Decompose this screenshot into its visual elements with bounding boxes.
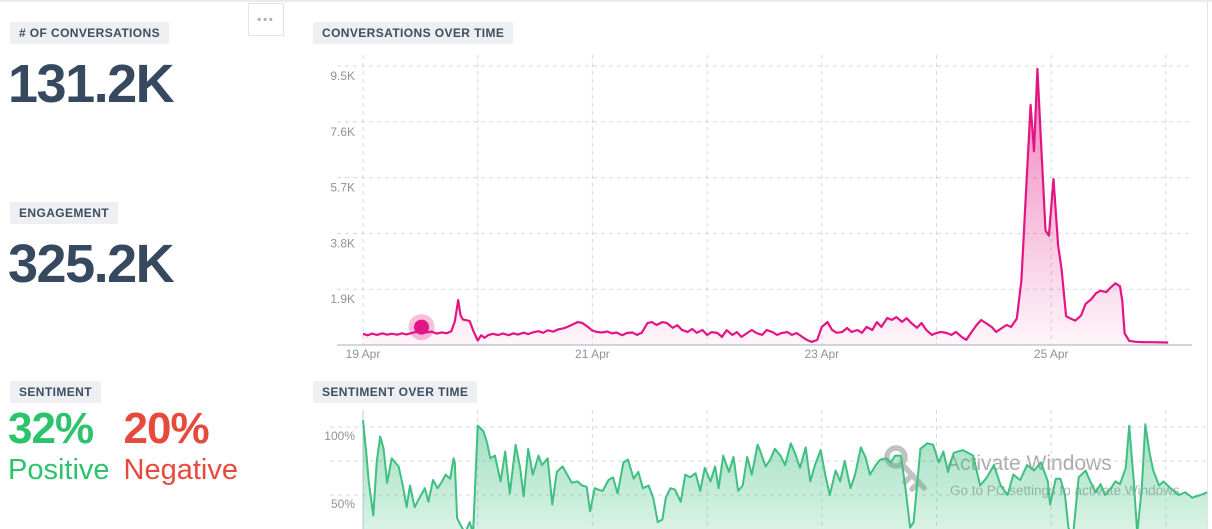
engagement-value: 325.2K — [8, 234, 175, 294]
sentiment-over-time-chart[interactable]: 50% 100% — [318, 405, 1212, 529]
y-axis-tick-label: 5.7K — [330, 181, 355, 195]
conversations-line — [362, 67, 1169, 344]
y-axis-tick-label: 9.5K — [330, 69, 355, 83]
y-axis-tick-label: 7.6K — [330, 125, 355, 139]
sentiment-negative-caption: Negative — [123, 453, 239, 486]
highlighted-point[interactable] — [413, 319, 429, 335]
conversations-count-label: # OF CONVERSATIONS — [10, 22, 169, 44]
y-axis-tick-label: 3.8K — [330, 236, 355, 250]
sentiment-negative-column: 20% Negative — [124, 405, 238, 486]
sentiment-negative-value: 20% — [123, 404, 210, 453]
sentiment-label: SENTIMENT — [10, 381, 101, 403]
engagement-label: ENGAGEMENT — [10, 202, 119, 224]
conversations-chart-title: CONVERSATIONS OVER TIME — [313, 22, 514, 44]
sentiment-chart-title: SENTIMENT OVER TIME — [313, 381, 478, 403]
y-axis-tick-label: 50% — [331, 497, 355, 511]
sentiment-line — [362, 420, 1208, 529]
x-axis-tick-label: 23 Apr — [804, 347, 839, 360]
y-axis-tick-label: 1.9K — [330, 292, 355, 306]
sentiment-positive-column: 32% Positive — [8, 405, 110, 486]
sentiment-positive-caption: Positive — [8, 453, 110, 486]
sentiment-values: 32% Positive 20% Negative — [8, 405, 238, 486]
conversations-over-time-chart[interactable]: 1.9K 3.8K 5.7K 7.6K 9.5K 19 Apr 21 Apr 23 Apr 25… — [318, 48, 1212, 360]
sentiment-area — [363, 420, 1208, 529]
ellipsis-icon: ••• — [257, 13, 275, 26]
x-axis-tick-label: 19 Apr — [346, 347, 381, 360]
conversations-area — [363, 68, 1169, 346]
widget-menu-button[interactable]: ••• — [248, 3, 284, 36]
x-axis-tick-label: 21 Apr — [575, 347, 610, 360]
x-axis-tick-label: 25 Apr — [1034, 347, 1069, 360]
page-top-border — [0, 0, 1212, 2]
panel-right-border — [1207, 2, 1208, 529]
y-axis-tick-label: 100% — [324, 429, 355, 443]
conversations-count-value: 131.2K — [8, 54, 175, 114]
sentiment-positive-value: 32% — [8, 404, 94, 453]
